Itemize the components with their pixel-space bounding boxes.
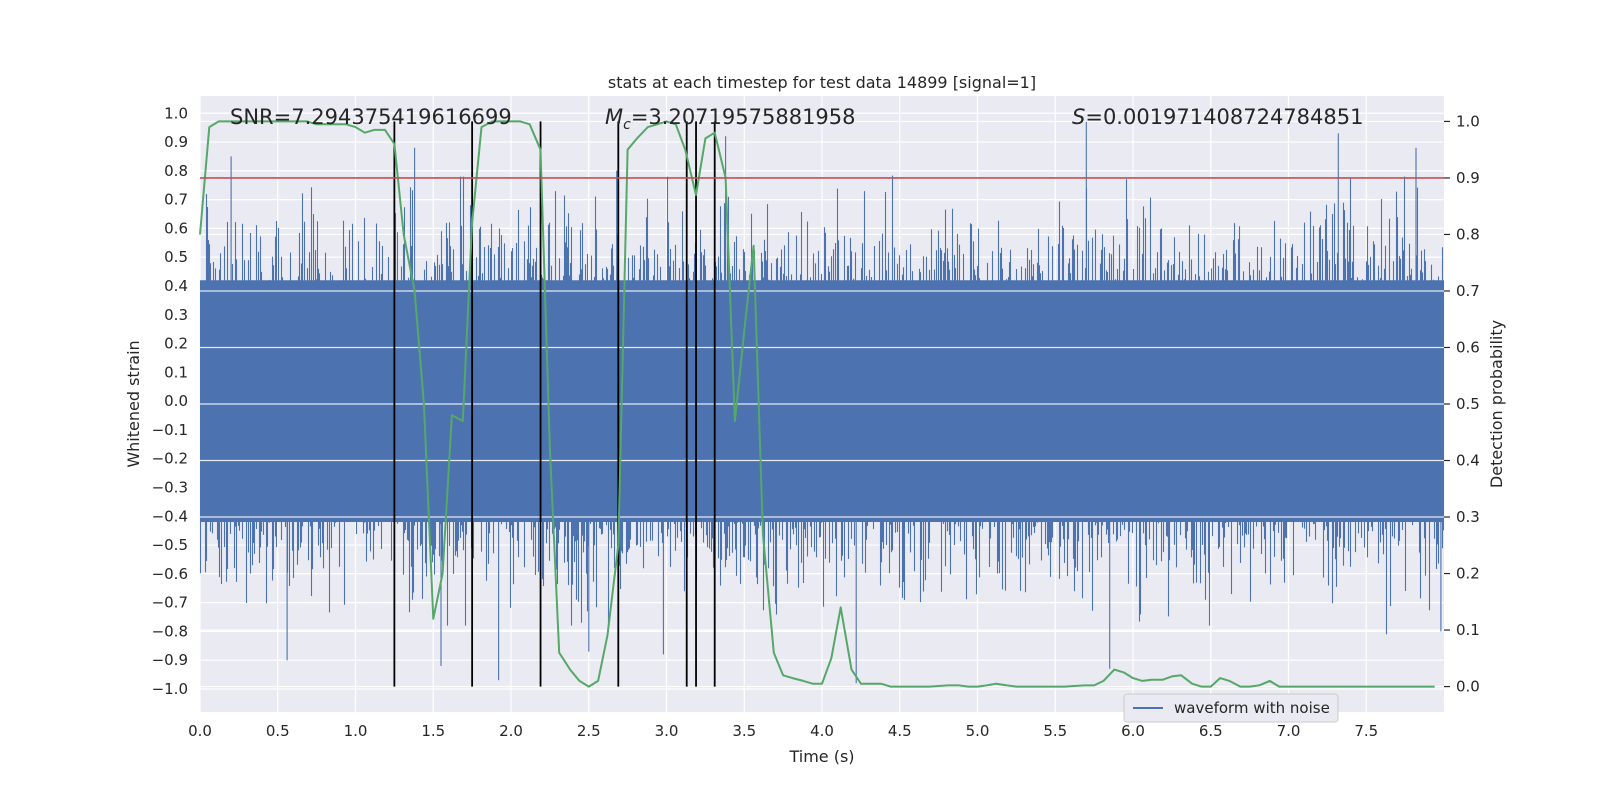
x-tick-label: 5.0 bbox=[966, 722, 990, 740]
x-tick-label: 6.5 bbox=[1199, 722, 1223, 740]
left-y-tick-label: 0.6 bbox=[164, 219, 188, 237]
x-tick-label: 7.5 bbox=[1354, 722, 1378, 740]
right-y-axis-ticks: 1.0 0.9 0.8 0.7 0.6 0.5 0.4 0.3 0.2 0.1 0.0 bbox=[1444, 112, 1480, 696]
detection-probability-series bbox=[199, 120, 1435, 688]
s-symbol: S bbox=[1072, 105, 1085, 129]
left-y-axis-ticks: 1.0 0.9 0.8 0.7 0.6 0.5 0.4 0.3 0.2 0.1 0.0 −0.1 −0.… bbox=[152, 104, 188, 698]
left-y-tick-label: 0.5 bbox=[164, 248, 188, 266]
chart-title: stats at each timestep for test data 148… bbox=[608, 73, 1036, 92]
left-y-tick-label: −0.1 bbox=[152, 421, 188, 439]
right-y-tick-label: 0.3 bbox=[1456, 508, 1480, 526]
right-y-tick-label: 0.9 bbox=[1456, 169, 1480, 187]
right-y-tick-label: 0.2 bbox=[1456, 565, 1480, 583]
left-y-tick-label: −0.4 bbox=[152, 507, 188, 525]
mc-value: =3.20719575881958 bbox=[631, 105, 856, 129]
legend-box bbox=[1123, 693, 1339, 723]
s-value: =0.001971408724784851 bbox=[1085, 105, 1363, 129]
left-y-tick-label: 0.0 bbox=[164, 392, 188, 410]
left-y-tick-label: −0.6 bbox=[152, 565, 188, 583]
right-y-tick-label: 0.1 bbox=[1456, 621, 1480, 639]
right-y-tick-label: 0.8 bbox=[1456, 225, 1480, 243]
left-y-tick-label: 0.4 bbox=[164, 277, 188, 295]
left-y-tick-label: −0.2 bbox=[152, 450, 188, 468]
left-y-tick-label: −0.5 bbox=[152, 536, 188, 554]
x-tick-label: 0.0 bbox=[188, 722, 212, 740]
right-y-tick-label: 0.7 bbox=[1456, 282, 1480, 300]
mc-subscript: c bbox=[623, 117, 631, 133]
x-tick-label: 2.0 bbox=[499, 722, 523, 740]
right-y-tick-label: 0.6 bbox=[1456, 338, 1480, 356]
x-tick-label: 4.0 bbox=[810, 722, 834, 740]
snr-annotation: SNR=7.294375419616699 bbox=[230, 105, 512, 129]
x-axis-ticks: 0.0 0.5 1.0 1.5 2.0 2.5 3.0 3.5 4.0 4.5 5.0 5.5 6.0 6… bbox=[188, 722, 1378, 740]
x-tick-label: 3.5 bbox=[732, 722, 756, 740]
x-axis-label: Time (s) bbox=[788, 747, 854, 766]
left-y-tick-label: −0.3 bbox=[152, 478, 188, 496]
x-tick-label: 0.5 bbox=[266, 722, 290, 740]
x-tick-label: 6.0 bbox=[1121, 722, 1145, 740]
left-y-tick-label: −0.7 bbox=[152, 594, 188, 612]
right-y-tick-label: 0.4 bbox=[1456, 452, 1480, 470]
x-tick-label: 7.0 bbox=[1277, 722, 1301, 740]
left-y-tick-label: 0.9 bbox=[164, 133, 188, 151]
detection-probability-line bbox=[199, 120, 1435, 688]
s-annotation: S=0.001971408724784851 bbox=[1072, 105, 1363, 129]
right-y-tick-label: 0.5 bbox=[1456, 395, 1480, 413]
left-y-tick-label: 0.3 bbox=[164, 306, 188, 324]
left-y-tick-label: −0.9 bbox=[152, 651, 188, 669]
left-y-tick-label: −1.0 bbox=[152, 680, 188, 698]
left-y-tick-label: 0.1 bbox=[164, 363, 188, 381]
legend-label-waveform: waveform with noise bbox=[1174, 699, 1330, 717]
mc-symbol: M bbox=[605, 105, 623, 129]
x-tick-label: 3.0 bbox=[655, 722, 679, 740]
left-y-tick-label: 0.2 bbox=[164, 335, 188, 353]
right-y-tick-label: 0.0 bbox=[1456, 678, 1480, 696]
x-tick-label: 2.5 bbox=[577, 722, 601, 740]
left-y-tick-label: −0.8 bbox=[152, 622, 188, 640]
legend: waveform with noise bbox=[1123, 693, 1339, 723]
x-tick-label: 1.5 bbox=[421, 722, 445, 740]
left-y-tick-label: 0.8 bbox=[164, 162, 188, 180]
left-y-tick-label: 1.0 bbox=[164, 104, 188, 122]
x-tick-label: 4.5 bbox=[888, 722, 912, 740]
x-tick-label: 1.0 bbox=[344, 722, 368, 740]
left-y-axis-label: Whitened strain bbox=[124, 340, 143, 467]
right-y-tick-label: 1.0 bbox=[1456, 112, 1480, 130]
left-y-tick-label: 0.7 bbox=[164, 191, 188, 209]
mc-annotation: Mc=3.20719575881958 bbox=[605, 105, 856, 133]
right-y-axis-label: Detection probability bbox=[1487, 320, 1506, 488]
x-tick-label: 5.5 bbox=[1043, 722, 1067, 740]
